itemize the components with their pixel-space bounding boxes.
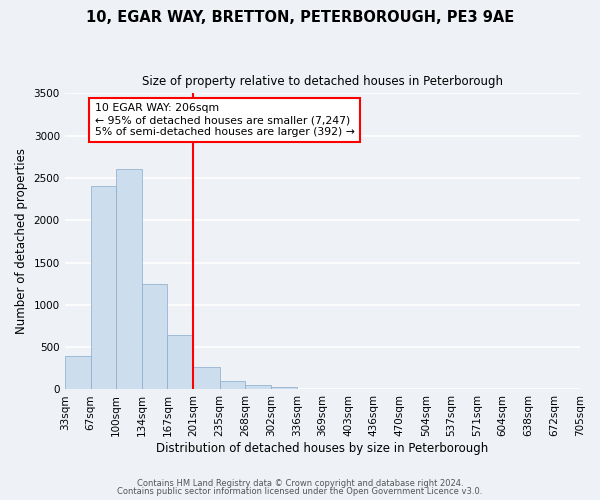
Text: Contains HM Land Registry data © Crown copyright and database right 2024.: Contains HM Land Registry data © Crown c… — [137, 478, 463, 488]
Bar — [142, 284, 167, 390]
Text: 10 EGAR WAY: 206sqm
← 95% of detached houses are smaller (7,247)
5% of semi-deta: 10 EGAR WAY: 206sqm ← 95% of detached ho… — [95, 104, 355, 136]
Bar — [193, 366, 220, 390]
Bar — [167, 336, 193, 390]
Y-axis label: Number of detached properties: Number of detached properties — [15, 148, 28, 334]
X-axis label: Distribution of detached houses by size in Peterborough: Distribution of detached houses by size … — [156, 442, 488, 455]
Title: Size of property relative to detached houses in Peterborough: Size of property relative to detached ho… — [142, 75, 503, 88]
Bar — [271, 388, 297, 390]
Bar — [65, 356, 91, 390]
Text: 10, EGAR WAY, BRETTON, PETERBOROUGH, PE3 9AE: 10, EGAR WAY, BRETTON, PETERBOROUGH, PE3… — [86, 10, 514, 25]
Bar — [91, 186, 116, 390]
Text: Contains public sector information licensed under the Open Government Licence v3: Contains public sector information licen… — [118, 487, 482, 496]
Bar — [116, 170, 142, 390]
Bar — [220, 381, 245, 390]
Bar — [245, 385, 271, 390]
